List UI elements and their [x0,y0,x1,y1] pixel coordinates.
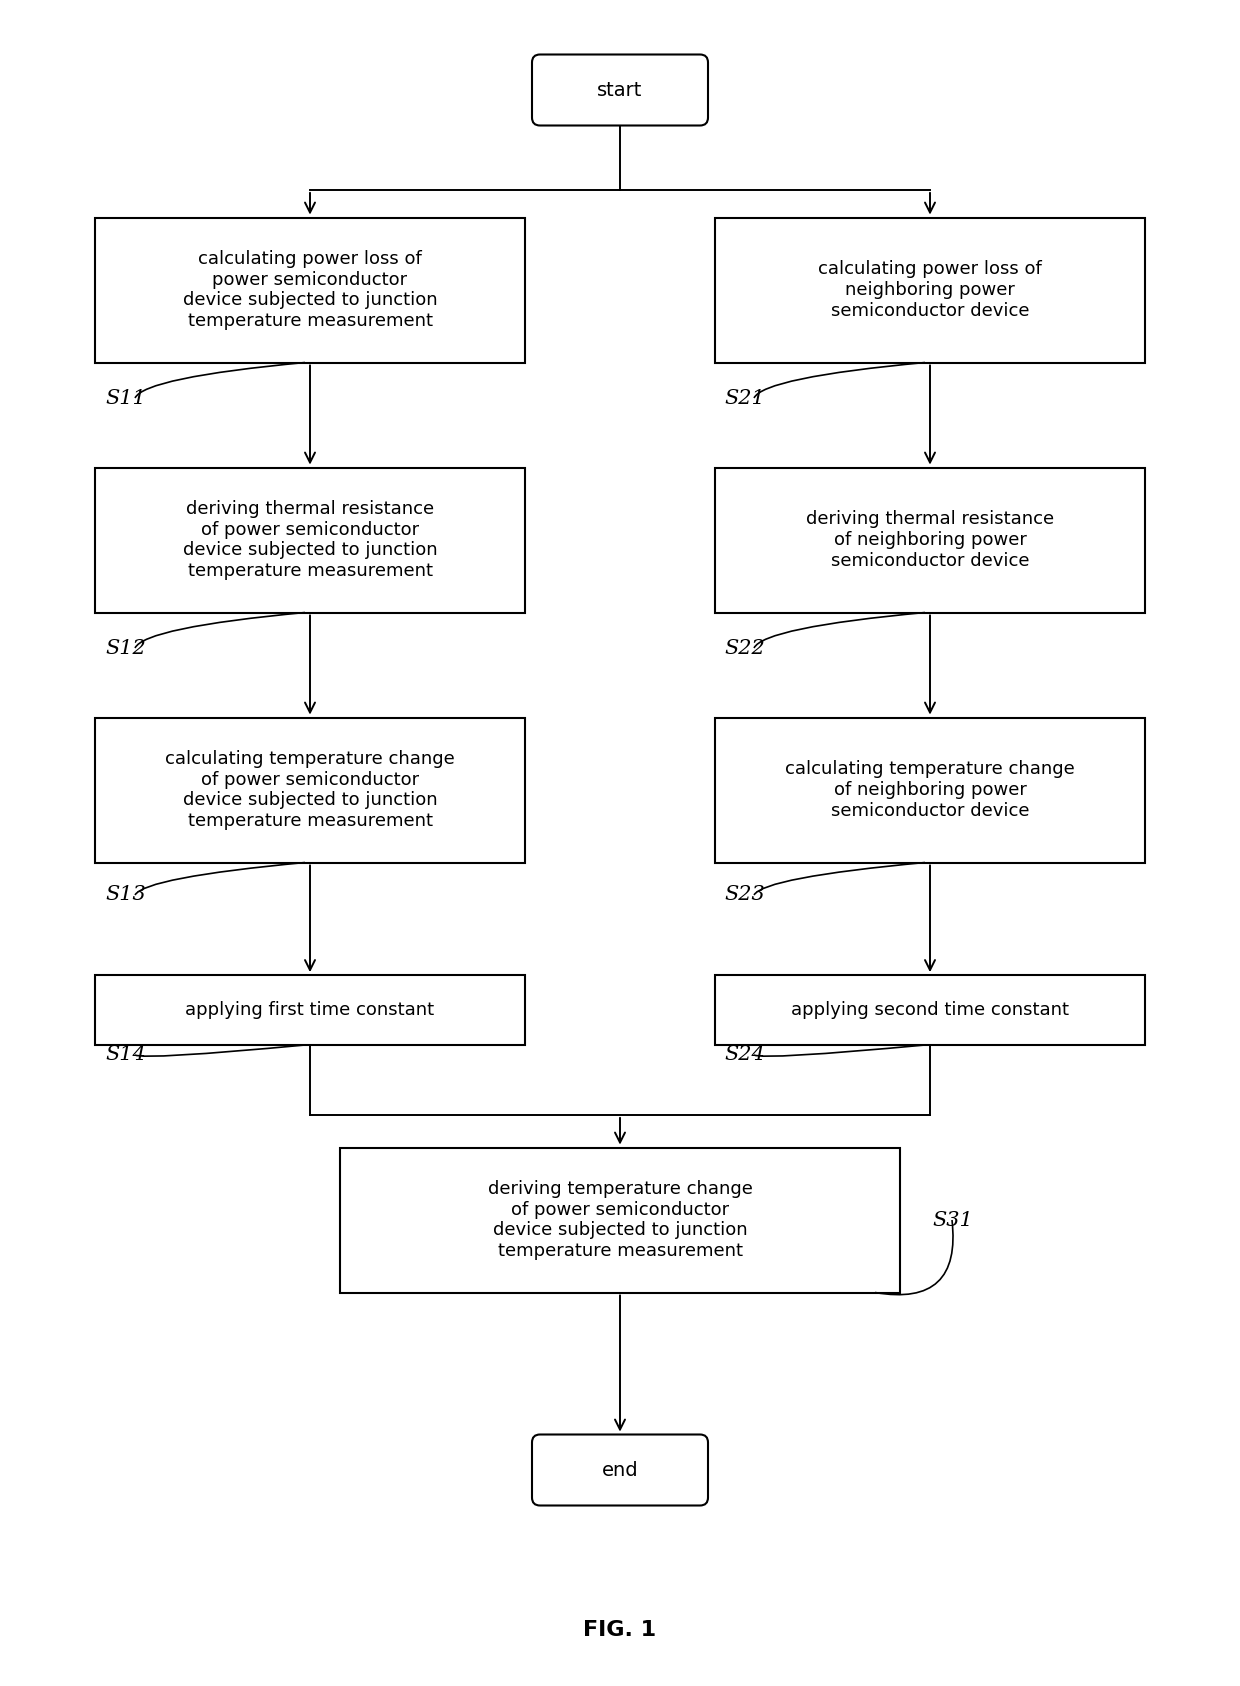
Text: S24: S24 [724,1045,765,1064]
Text: S13: S13 [105,885,146,904]
Text: S22: S22 [724,639,765,658]
Text: deriving thermal resistance
of power semiconductor
device subjected to junction
: deriving thermal resistance of power sem… [182,499,438,580]
Text: S23: S23 [724,885,765,904]
Text: S21: S21 [724,388,765,408]
FancyBboxPatch shape [715,718,1145,863]
Text: FIG. 1: FIG. 1 [584,1620,656,1640]
FancyBboxPatch shape [532,1435,708,1506]
Text: applying first time constant: applying first time constant [186,1001,434,1018]
FancyBboxPatch shape [95,718,525,863]
FancyBboxPatch shape [715,217,1145,362]
Text: S11: S11 [105,388,146,408]
FancyBboxPatch shape [95,217,525,362]
Text: S31: S31 [932,1211,972,1229]
Text: S14: S14 [105,1045,146,1064]
Text: deriving thermal resistance
of neighboring power
semiconductor device: deriving thermal resistance of neighbori… [806,511,1054,570]
Text: applying second time constant: applying second time constant [791,1001,1069,1018]
FancyBboxPatch shape [95,975,525,1045]
FancyBboxPatch shape [95,467,525,612]
Text: deriving temperature change
of power semiconductor
device subjected to junction
: deriving temperature change of power sem… [487,1180,753,1259]
Text: calculating temperature change
of neighboring power
semiconductor device: calculating temperature change of neighb… [785,760,1075,819]
Text: calculating power loss of
neighboring power
semiconductor device: calculating power loss of neighboring po… [818,260,1042,320]
Text: calculating temperature change
of power semiconductor
device subjected to juncti: calculating temperature change of power … [165,750,455,830]
FancyBboxPatch shape [532,54,708,125]
FancyBboxPatch shape [340,1148,900,1293]
Text: start: start [598,81,642,99]
FancyBboxPatch shape [715,467,1145,612]
FancyBboxPatch shape [715,975,1145,1045]
Text: end: end [601,1460,639,1480]
Text: calculating power loss of
power semiconductor
device subjected to junction
tempe: calculating power loss of power semicond… [182,250,438,330]
Text: S12: S12 [105,639,146,658]
